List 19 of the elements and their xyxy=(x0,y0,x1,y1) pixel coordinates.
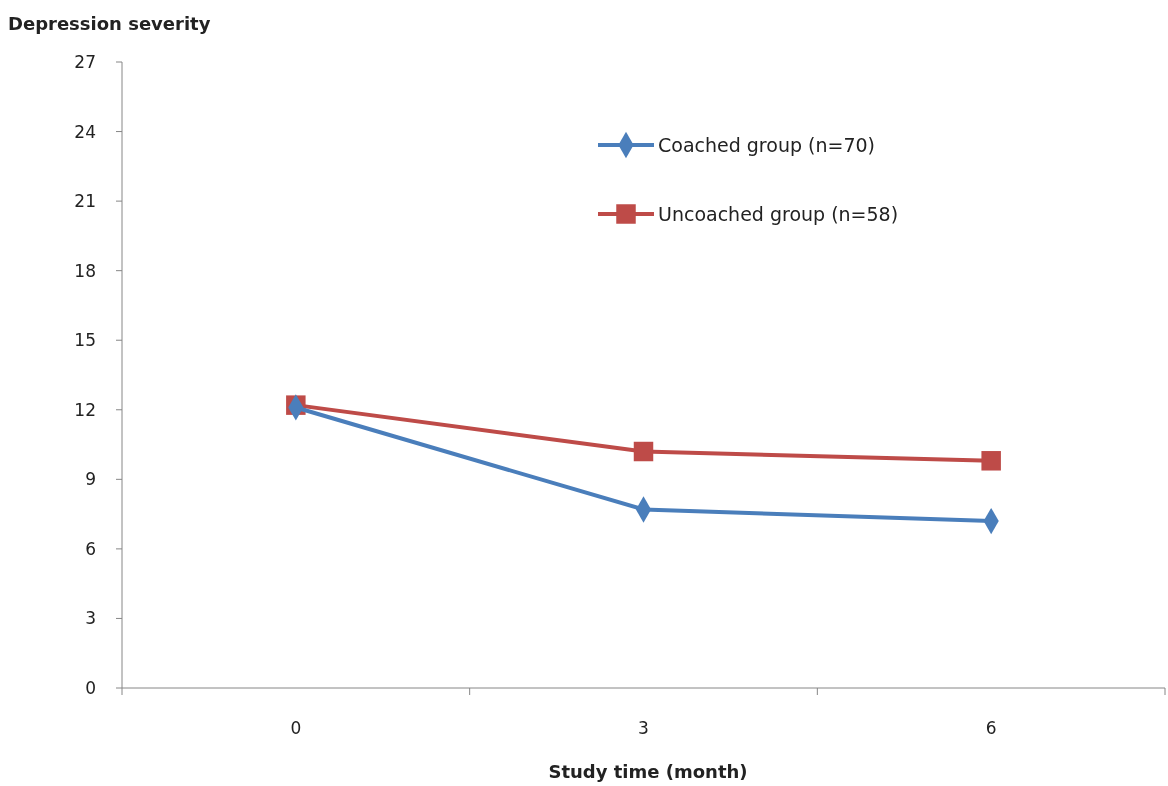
y-tick-label: 27 xyxy=(74,51,96,72)
point xyxy=(633,441,654,462)
y-tick-label: 9 xyxy=(85,469,96,490)
y-tick-label: 6 xyxy=(85,538,96,559)
x-axis-title: Study time (month) xyxy=(548,761,748,782)
legend-label: Coached group (n=70) xyxy=(658,133,875,156)
x-tick-label: 0 xyxy=(290,718,302,738)
legend-label: Uncoached group (n=58) xyxy=(658,202,899,225)
y-tick-label: 0 xyxy=(85,677,96,698)
y-tick-label: 24 xyxy=(74,121,96,142)
y-tick-label: 18 xyxy=(74,260,96,281)
y-tick-label: 21 xyxy=(74,191,96,212)
y-axis-title: Depression severity xyxy=(8,13,211,34)
point xyxy=(981,451,1001,471)
x-tick-label: 3 xyxy=(638,718,649,738)
y-tick-label: 15 xyxy=(74,330,96,351)
x-tick-label: 6 xyxy=(985,718,997,738)
y-tick-label: 3 xyxy=(85,608,96,629)
y-tick-label: 12 xyxy=(74,399,96,420)
